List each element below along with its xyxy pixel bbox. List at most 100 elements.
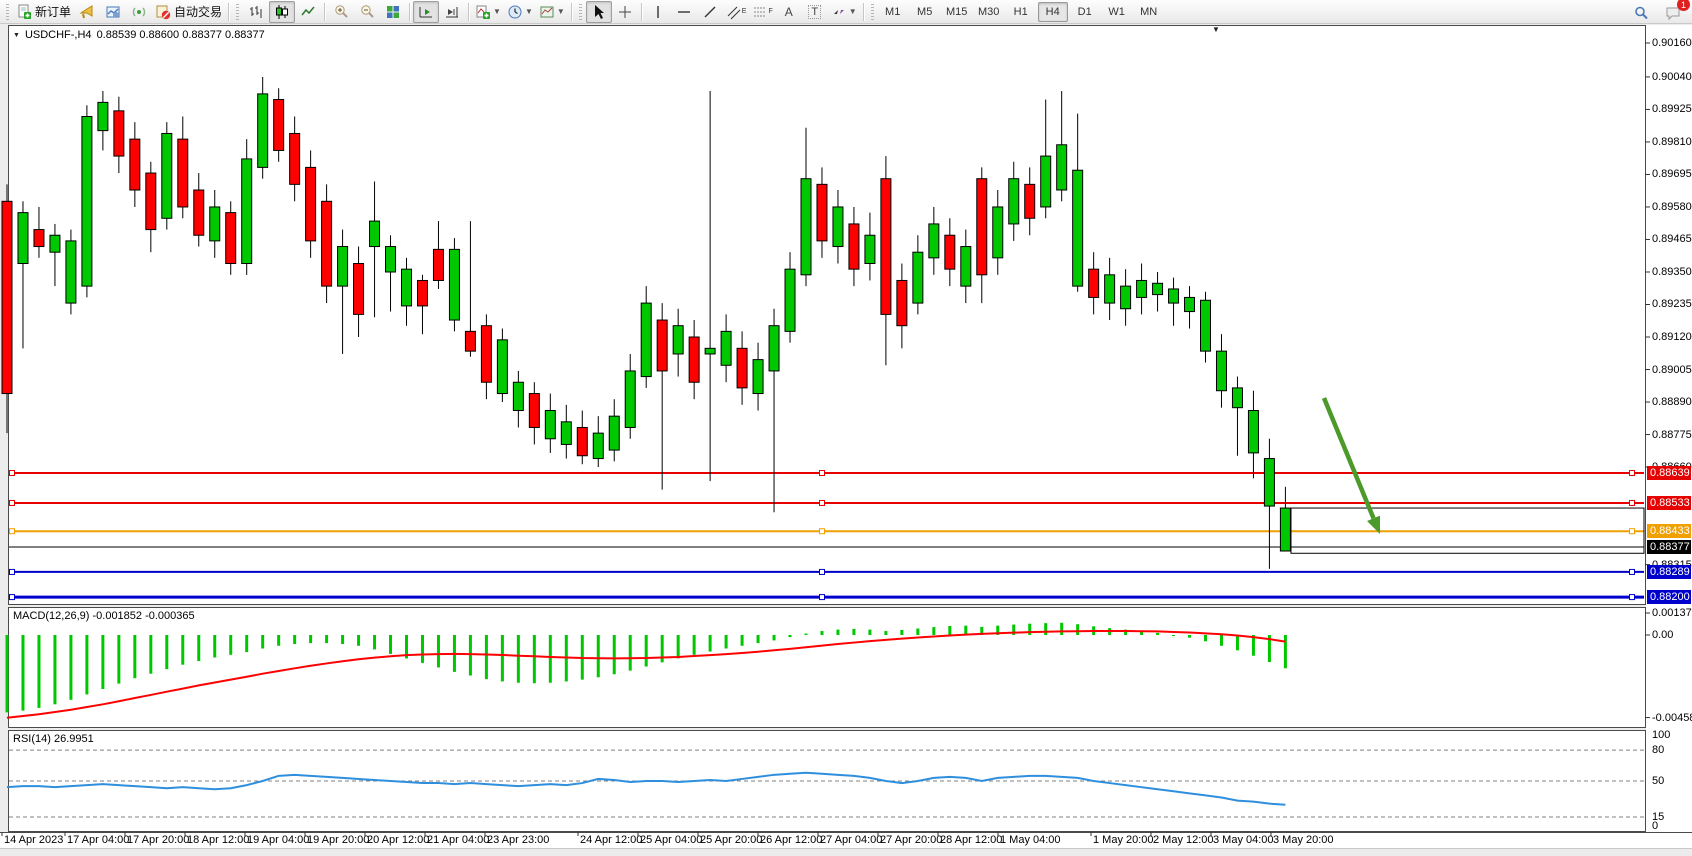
- price-tick-label: 0.88890: [1652, 396, 1692, 409]
- autoscroll-button[interactable]: [413, 0, 440, 23]
- horn-button[interactable]: [74, 1, 100, 23]
- time-tick-label: 20 Apr 12:00: [367, 834, 430, 846]
- line-handle[interactable]: [819, 528, 825, 535]
- terminal-button[interactable]: [100, 1, 126, 23]
- timeframe-button-D1[interactable]: D1: [1077, 5, 1092, 18]
- toolbar-grip[interactable]: [578, 3, 582, 20]
- line-handle[interactable]: [9, 499, 15, 506]
- crosshair-button[interactable]: [612, 1, 638, 23]
- timeframe-button-H4[interactable]: H4: [1037, 1, 1068, 22]
- candle-body: [1247, 410, 1259, 454]
- timeframe-button-M5[interactable]: M5: [917, 5, 933, 18]
- line-handle[interactable]: [9, 594, 15, 601]
- vertical-line-button[interactable]: [645, 1, 671, 23]
- arrow-annotation-shaft[interactable]: [1321, 397, 1376, 520]
- macd-histogram-bar: [740, 635, 744, 646]
- macd-histogram-bar: [357, 635, 361, 646]
- zoom-out-button[interactable]: [354, 1, 380, 23]
- candle-body: [81, 116, 93, 287]
- zoom-in-icon: [333, 4, 349, 20]
- line-handle[interactable]: [9, 469, 15, 476]
- rsi-axis-label: 15: [1652, 811, 1665, 824]
- macd-histogram-bar: [213, 635, 217, 658]
- new-order-button[interactable]: 新订单: [13, 1, 74, 23]
- macd-histogram-bar: [932, 627, 936, 635]
- candle-body: [1040, 155, 1052, 208]
- time-axis[interactable]: [0, 832, 1692, 849]
- toolbar-grip[interactable]: [6, 3, 9, 20]
- templates-button[interactable]: ▼: [536, 1, 568, 23]
- line-handle[interactable]: [819, 568, 825, 575]
- chevron-down-icon: ▼: [556, 7, 565, 16]
- candle-body: [432, 248, 444, 281]
- shapes-button[interactable]: ▼: [828, 1, 860, 23]
- text-button[interactable]: A: [776, 1, 802, 23]
- timeframe-button-H1[interactable]: H1: [1013, 5, 1028, 18]
- chart-expand-icon[interactable]: ▼: [13, 31, 20, 39]
- timeframe-button-M1[interactable]: M1: [885, 5, 901, 18]
- trendline-icon: [702, 4, 718, 20]
- timeframe-button-M30[interactable]: M30: [977, 5, 1000, 18]
- rsi-axis-label: 0: [1652, 820, 1659, 832]
- toolbar-grip[interactable]: [236, 3, 240, 20]
- autotrading-icon: [155, 4, 171, 20]
- window-bottom-edge: [0, 848, 1692, 856]
- search-button[interactable]: [1628, 2, 1654, 24]
- line-handle[interactable]: [1629, 469, 1635, 476]
- horizontal-line-button[interactable]: [671, 1, 697, 23]
- time-tick-label: 25 Apr 20:00: [700, 834, 763, 846]
- candlestick-button[interactable]: [269, 0, 296, 23]
- macd-histogram-bar: [916, 628, 920, 635]
- arrow-annotation-head[interactable]: [1367, 515, 1380, 534]
- line-handle[interactable]: [1629, 568, 1635, 575]
- signals-icon: [131, 4, 147, 20]
- macd-histogram-bar: [708, 635, 712, 652]
- cursor-button[interactable]: [585, 0, 612, 23]
- trendline-button[interactable]: [697, 1, 723, 23]
- channel-button[interactable]: E: [723, 1, 750, 23]
- rectangle-annotation[interactable]: [1290, 507, 1645, 554]
- price-axis[interactable]: [1646, 25, 1692, 832]
- label-button[interactable]: T: [802, 1, 828, 23]
- time-tick-label: 26 Apr 12:00: [760, 834, 823, 846]
- line-handle[interactable]: [819, 469, 825, 476]
- timeframe-button-MN[interactable]: MN: [1140, 5, 1158, 18]
- chart-shift-marker[interactable]: ▼: [1212, 25, 1220, 34]
- candle-body: [385, 246, 397, 273]
- autotrading-button[interactable]: 自动交易: [152, 1, 225, 23]
- candle-body: [1088, 268, 1100, 298]
- toolbar-grip[interactable]: [870, 3, 874, 20]
- macd-histogram-bar: [612, 635, 616, 675]
- timeframe-button-W1[interactable]: W1: [1108, 5, 1125, 18]
- chart-shift-button[interactable]: [439, 1, 465, 23]
- macd-pane[interactable]: [8, 607, 1646, 728]
- indicators-button[interactable]: ▼: [472, 1, 504, 23]
- time-tick-label: 2 May 12:00: [1153, 834, 1214, 846]
- tile-windows-button[interactable]: [380, 1, 406, 23]
- periods-button[interactable]: ▼: [504, 1, 536, 23]
- line-handle[interactable]: [819, 594, 825, 601]
- rsi-pane[interactable]: [8, 730, 1646, 832]
- candle-body: [1231, 387, 1243, 409]
- time-tick-label: 1 May 04:00: [1000, 834, 1061, 846]
- bar-chart-button[interactable]: [243, 1, 269, 23]
- notifications-button[interactable]: 1: [1660, 0, 1690, 24]
- line-handle[interactable]: [9, 568, 15, 575]
- signals-button[interactable]: [126, 1, 152, 23]
- rsi-axis-label: 50: [1652, 775, 1665, 787]
- line-handle[interactable]: [819, 499, 825, 506]
- line-handle[interactable]: [9, 528, 15, 535]
- macd-histogram-bar: [277, 635, 281, 646]
- line-handle[interactable]: [1629, 499, 1635, 506]
- zoom-in-button[interactable]: [328, 1, 354, 23]
- line-handle[interactable]: [1629, 594, 1635, 601]
- fibonacci-button[interactable]: F: [749, 1, 775, 23]
- macd-histogram-bar: [788, 635, 792, 638]
- line-handle[interactable]: [1629, 528, 1635, 535]
- macd-histogram-bar: [772, 635, 776, 641]
- timeframe-button-M15[interactable]: M15: [945, 5, 968, 18]
- time-tick-label: 18 Apr 12:00: [187, 834, 250, 846]
- candle-body: [592, 432, 604, 460]
- line-chart-button[interactable]: [295, 1, 321, 23]
